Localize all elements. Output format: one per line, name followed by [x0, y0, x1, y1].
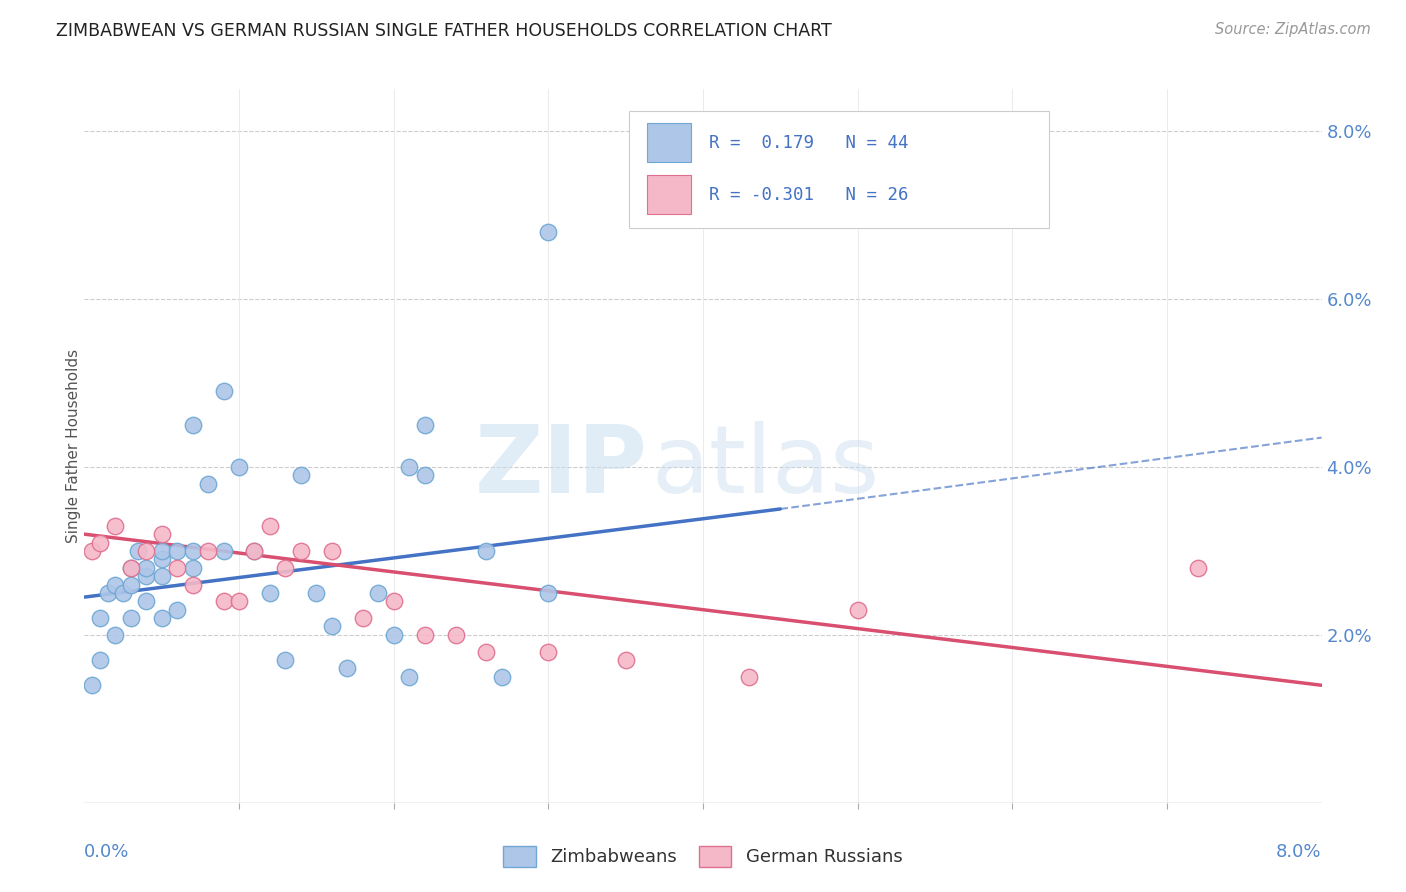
Bar: [647, 123, 690, 162]
Point: [321, 619, 343, 633]
Point: [212, 384, 235, 399]
Text: 8.0%: 8.0%: [1277, 843, 1322, 861]
Point: [150, 611, 173, 625]
FancyBboxPatch shape: [628, 111, 1049, 228]
Point: [290, 544, 312, 558]
Text: R =  0.179   N = 44: R = 0.179 N = 44: [709, 134, 908, 152]
Point: [104, 518, 127, 533]
Point: [228, 460, 250, 475]
Point: [104, 577, 127, 591]
Point: [120, 577, 142, 591]
Point: [120, 611, 142, 625]
Point: [135, 560, 157, 574]
Point: [150, 527, 173, 541]
Point: [181, 544, 204, 558]
Point: [259, 586, 281, 600]
Point: [96, 586, 120, 600]
Legend: Zimbabweans, German Russians: Zimbabweans, German Russians: [496, 838, 910, 874]
Point: [382, 594, 405, 608]
Text: atlas: atlas: [651, 421, 879, 514]
Point: [104, 628, 127, 642]
Point: [150, 552, 173, 566]
Point: [243, 544, 266, 558]
Text: R = -0.301   N = 26: R = -0.301 N = 26: [709, 186, 908, 203]
Point: [413, 468, 436, 483]
Point: [537, 645, 560, 659]
Point: [475, 645, 498, 659]
Point: [290, 468, 312, 483]
Point: [181, 560, 204, 574]
Point: [212, 544, 235, 558]
Point: [259, 518, 281, 533]
Point: [398, 670, 420, 684]
Point: [89, 653, 111, 667]
Point: [197, 544, 219, 558]
Y-axis label: Single Father Households: Single Father Households: [66, 349, 80, 543]
Point: [382, 628, 405, 642]
Text: Source: ZipAtlas.com: Source: ZipAtlas.com: [1215, 22, 1371, 37]
Point: [274, 653, 297, 667]
Point: [537, 586, 560, 600]
Point: [413, 417, 436, 432]
Point: [321, 544, 343, 558]
Point: [491, 670, 513, 684]
Point: [120, 560, 142, 574]
Point: [413, 628, 436, 642]
Point: [135, 569, 157, 583]
Point: [614, 653, 637, 667]
Point: [243, 544, 266, 558]
Point: [228, 594, 250, 608]
Point: [150, 544, 173, 558]
Point: [166, 544, 188, 558]
Point: [738, 670, 761, 684]
Text: ZIP: ZIP: [474, 421, 647, 514]
Point: [367, 586, 389, 600]
Point: [128, 544, 150, 558]
Point: [398, 460, 420, 475]
Point: [305, 586, 328, 600]
Point: [135, 594, 157, 608]
Point: [181, 577, 204, 591]
Point: [336, 661, 359, 675]
Point: [274, 560, 297, 574]
Point: [166, 560, 188, 574]
Point: [197, 476, 219, 491]
Point: [89, 535, 111, 549]
Point: [537, 225, 560, 239]
Text: 0.0%: 0.0%: [84, 843, 129, 861]
Point: [166, 603, 188, 617]
Point: [120, 560, 142, 574]
Point: [181, 417, 204, 432]
Point: [82, 544, 104, 558]
Point: [150, 569, 173, 583]
Bar: [647, 175, 690, 214]
Point: [846, 603, 869, 617]
Point: [135, 544, 157, 558]
Point: [89, 611, 111, 625]
Point: [444, 628, 467, 642]
Point: [475, 544, 498, 558]
Point: [212, 594, 235, 608]
Point: [1187, 560, 1209, 574]
Point: [82, 678, 104, 692]
Text: ZIMBABWEAN VS GERMAN RUSSIAN SINGLE FATHER HOUSEHOLDS CORRELATION CHART: ZIMBABWEAN VS GERMAN RUSSIAN SINGLE FATH…: [56, 22, 832, 40]
Point: [352, 611, 374, 625]
Point: [112, 586, 135, 600]
